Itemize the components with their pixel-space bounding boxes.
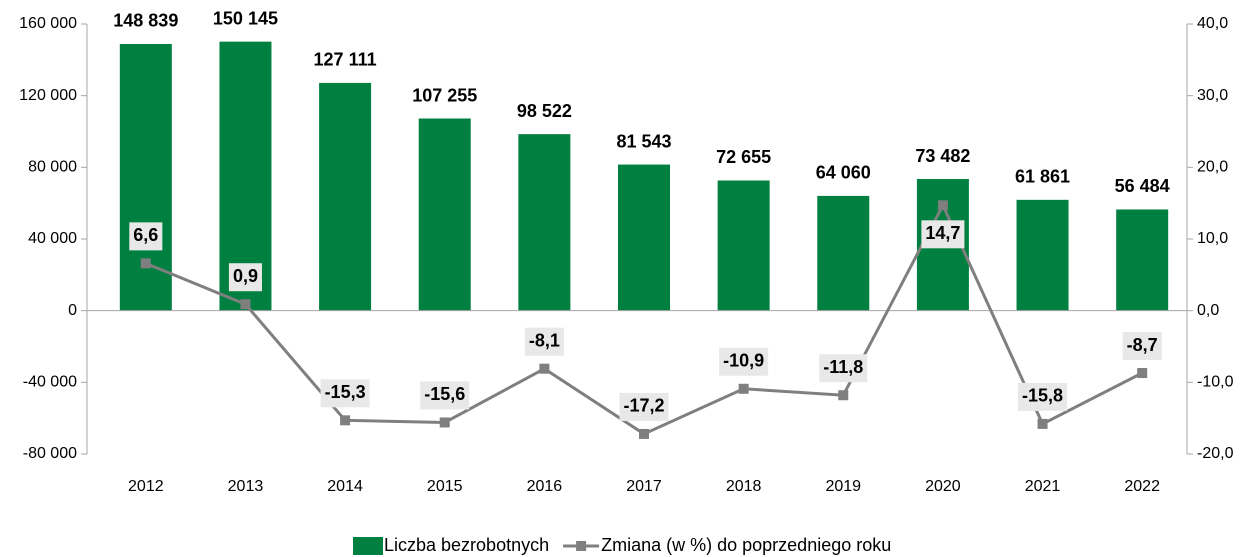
label-background <box>619 392 669 421</box>
line-value-label-box: -15,3 <box>320 379 370 408</box>
y-tick-label: 40 000 <box>28 230 77 247</box>
line-marker <box>240 299 251 310</box>
line-value-label-box: 14,7 <box>921 220 965 249</box>
line-marker <box>838 390 849 401</box>
y-tick-label: -80 000 <box>23 445 77 462</box>
line-value-label: -15,8 <box>1022 386 1063 406</box>
bar <box>518 134 571 311</box>
y2-tick-label: 40,0 <box>1197 15 1228 32</box>
bar-value-label: 150 145 <box>213 8 278 28</box>
line-value-label-box: -8,1 <box>524 327 564 356</box>
label-background <box>129 222 163 251</box>
label-background <box>320 379 370 408</box>
line-value-label-box: 0,9 <box>228 263 262 292</box>
line-value-label: 6,6 <box>133 225 158 245</box>
legend-swatch <box>353 537 383 555</box>
y2-tick-label: -20,0 <box>1197 445 1234 462</box>
line-marker <box>639 428 649 439</box>
line-marker <box>1137 368 1148 379</box>
label-background <box>719 347 769 376</box>
x-tick-label: 2015 <box>427 478 463 495</box>
bar <box>418 118 471 311</box>
line-value-label: -11,8 <box>823 357 863 377</box>
legend-label: Liczba bezrobotnych <box>384 535 549 555</box>
line-value-label: -15,6 <box>424 384 465 404</box>
line-marker <box>140 258 151 269</box>
legend-label: Zmiana (w %) do poprzedniego roku <box>601 535 891 555</box>
line-marker <box>439 417 450 428</box>
bar-value-label: 64 060 <box>816 163 871 183</box>
label-background <box>819 354 868 383</box>
y-tick-label: 80 000 <box>28 159 77 176</box>
line-marker <box>937 200 948 211</box>
bar <box>817 195 870 311</box>
y-tick-label: 0 <box>68 302 77 319</box>
x-tick-label: 2013 <box>228 478 264 495</box>
x-tick-label: 2016 <box>527 478 563 495</box>
bar-value-label: 107 255 <box>412 85 477 105</box>
bar <box>1116 209 1169 311</box>
x-tick-label: 2021 <box>1025 478 1061 495</box>
y2-tick-label: 30,0 <box>1197 87 1228 104</box>
y2-tick-label: -10,0 <box>1197 374 1234 391</box>
y2-tick-label: 0,0 <box>1197 302 1219 319</box>
line-value-label: -17,2 <box>623 396 664 416</box>
x-tick-label: 2017 <box>626 478 662 495</box>
legend: Liczba bezrobotnych Zmiana (w %) do poprz… <box>353 535 891 555</box>
line-value-label-box: 6,6 <box>129 222 163 251</box>
bar-value-label: 56 484 <box>1115 176 1170 196</box>
x-tick-label: 2014 <box>327 478 363 495</box>
line-value-label-box: -15,8 <box>1018 382 1068 411</box>
bar-value-label: 127 111 <box>314 50 377 70</box>
label-background <box>524 327 564 356</box>
label-background <box>921 220 965 249</box>
x-tick-label: 2020 <box>925 478 961 495</box>
bar <box>717 180 770 311</box>
x-tick-label: 2022 <box>1124 478 1160 495</box>
bar-value-label: 73 482 <box>915 146 970 166</box>
line-marker <box>539 363 550 374</box>
bar-value-label: 148 839 <box>113 11 178 31</box>
x-tick-label: 2012 <box>128 478 164 495</box>
label-background <box>420 381 470 410</box>
line-value-label: -8,1 <box>529 330 560 350</box>
line-value-label: -15,3 <box>325 382 366 402</box>
legend-marker <box>576 541 587 551</box>
x-tick-label: 2018 <box>726 478 762 495</box>
line-value-label-box: -11,8 <box>819 354 868 383</box>
x-tick-label: 2019 <box>825 478 861 495</box>
line-value-label-box: -8,7 <box>1122 332 1162 361</box>
label-background <box>228 263 262 292</box>
y2-tick-label: 10,0 <box>1197 230 1228 247</box>
y2-tick-label: 20,0 <box>1197 159 1228 176</box>
label-background <box>1122 332 1162 361</box>
line-marker <box>738 383 749 394</box>
line-marker <box>1037 418 1048 429</box>
line-value-label: 14,7 <box>925 223 960 243</box>
bar <box>319 82 372 311</box>
label-background <box>1018 382 1068 411</box>
bar <box>618 164 670 311</box>
bar-value-label: 61 861 <box>1015 167 1070 187</box>
line-marker <box>340 415 351 426</box>
line-value-label: 0,9 <box>233 266 258 286</box>
line-value-label-box: -10,9 <box>719 347 769 376</box>
y-tick-label: 120 000 <box>19 87 77 104</box>
y-tick-label: 160 000 <box>19 15 77 32</box>
line-value-label-box: -17,2 <box>619 392 669 421</box>
line-value-label: -10,9 <box>723 351 764 371</box>
y-tick-label: -40 000 <box>23 374 77 391</box>
line-value-label-box: -15,6 <box>420 381 470 410</box>
bar <box>1016 199 1069 311</box>
line-value-label: -8,7 <box>1127 335 1158 355</box>
bar-value-label: 81 543 <box>616 131 671 151</box>
bar-value-label: 72 655 <box>716 147 771 167</box>
bar-value-label: 98 522 <box>517 101 572 121</box>
